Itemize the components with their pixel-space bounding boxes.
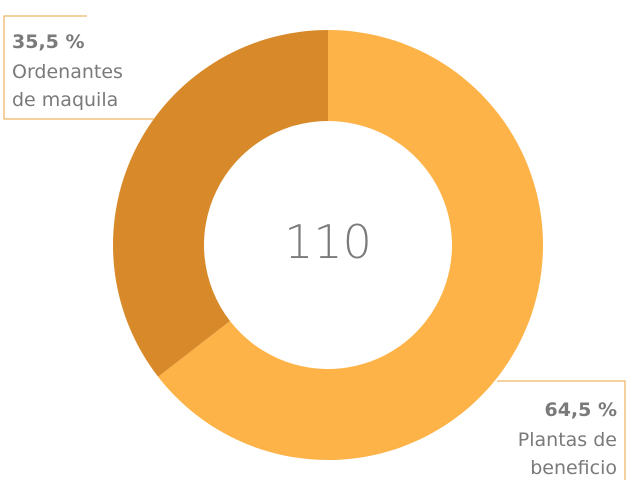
donut-slices — [112, 29, 543, 460]
slice-label-ordenantes-line2: de maquila — [12, 89, 118, 111]
slice-label-plantas-line2: beneficio — [530, 457, 617, 479]
slice-percent-plantas: 64,5 % — [544, 399, 617, 421]
slice-percent-ordenantes: 35,5 % — [12, 31, 85, 53]
slice-label-ordenantes-line1: Ordenantes — [12, 61, 123, 83]
donut-slice-ordenantes-de-maquila — [112, 29, 328, 377]
center-total-label: 110 — [284, 215, 372, 269]
annotation-plantas: 64,5 % Plantas de beneficio — [497, 380, 626, 480]
annotation-ordenantes: 35,5 % Ordenantes de maquila — [3, 15, 155, 120]
donut-slice-plantas-de-beneficio — [158, 30, 543, 460]
leader-line-ordenantes — [3, 15, 155, 120]
slice-label-plantas-line1: Plantas de — [518, 429, 617, 451]
leader-line-plantas — [497, 380, 626, 480]
